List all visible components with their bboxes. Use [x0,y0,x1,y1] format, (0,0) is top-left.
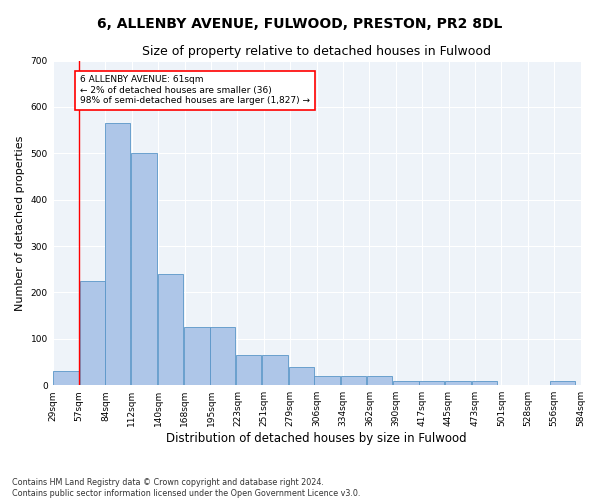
Bar [472,380,497,385]
Text: 6, ALLENBY AVENUE, FULWOOD, PRESTON, PR2 8DL: 6, ALLENBY AVENUE, FULWOOD, PRESTON, PR2… [97,18,503,32]
Bar [131,154,157,385]
Bar [289,366,314,385]
Title: Size of property relative to detached houses in Fulwood: Size of property relative to detached ho… [142,45,491,58]
Y-axis label: Number of detached properties: Number of detached properties [15,135,25,310]
Text: 6 ALLENBY AVENUE: 61sqm
← 2% of detached houses are smaller (36)
98% of semi-det: 6 ALLENBY AVENUE: 61sqm ← 2% of detached… [80,76,310,105]
Bar [445,380,470,385]
Bar [314,376,340,385]
Bar [105,123,130,385]
Bar [158,274,183,385]
Bar [341,376,366,385]
Bar [209,327,235,385]
Bar [419,380,445,385]
Bar [394,380,419,385]
Bar [262,355,288,385]
Bar [184,327,209,385]
Bar [53,372,79,385]
Bar [80,281,105,385]
Bar [367,376,392,385]
X-axis label: Distribution of detached houses by size in Fulwood: Distribution of detached houses by size … [166,432,467,445]
Text: Contains HM Land Registry data © Crown copyright and database right 2024.
Contai: Contains HM Land Registry data © Crown c… [12,478,361,498]
Bar [550,380,575,385]
Bar [236,355,262,385]
